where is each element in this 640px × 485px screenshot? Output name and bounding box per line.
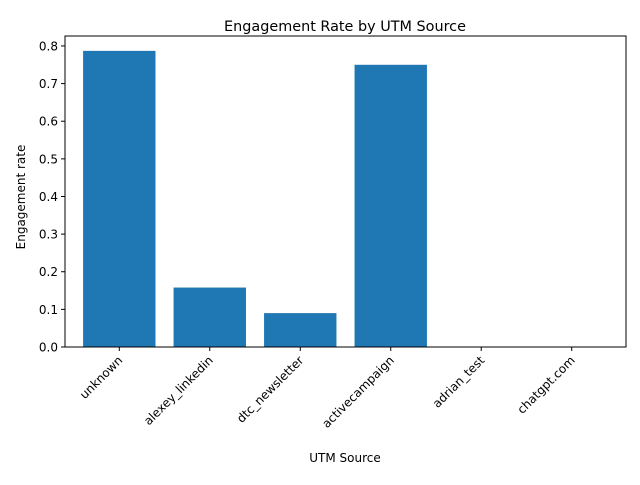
y-tick-label: 0.4 xyxy=(39,190,58,204)
bar xyxy=(354,64,427,347)
y-tick-label: 0.8 xyxy=(39,39,58,53)
x-tick-label: adrian_test xyxy=(430,353,488,411)
bar xyxy=(264,313,337,347)
y-tick-label: 0.5 xyxy=(39,152,58,166)
bar xyxy=(173,287,246,347)
y-axis: 0.0 0.1 0.2 0.3 0.4 0.5 0.6 0.7 0.8 xyxy=(39,39,65,355)
x-axis: unknown alexey_linkedin dtc_newsletter acti… xyxy=(77,347,578,431)
x-tick-label: unknown xyxy=(77,353,125,401)
x-tick-label: activecampaign xyxy=(319,353,397,431)
x-tick-label: chatgpt.com xyxy=(514,353,577,416)
y-tick-label: 0.3 xyxy=(39,228,58,242)
y-axis-label: Engagement rate xyxy=(14,145,28,250)
y-tick-label: 0.2 xyxy=(39,265,58,279)
x-tick-label: dtc_newsletter xyxy=(234,353,306,425)
y-tick-label: 0.7 xyxy=(39,77,58,91)
y-tick-label: 0.1 xyxy=(39,303,58,317)
x-tick-label: alexey_linkedin xyxy=(141,353,216,428)
plot-frame xyxy=(64,35,627,348)
x-axis-label: UTM Source xyxy=(309,451,381,465)
y-tick-label: 0.0 xyxy=(39,341,58,355)
chart-title: Engagement Rate by UTM Source xyxy=(224,19,466,35)
bars-group xyxy=(83,50,427,348)
bar xyxy=(83,50,156,348)
y-tick-label: 0.6 xyxy=(39,115,58,129)
